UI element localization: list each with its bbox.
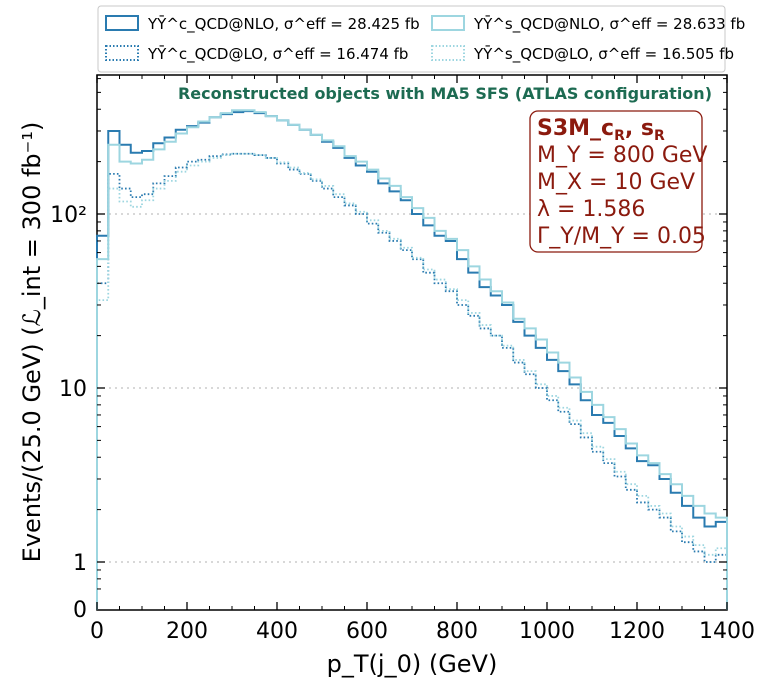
x-axis-title: p_T(j_0) (GeV) — [327, 650, 498, 678]
y-tick-label: 1 — [73, 551, 87, 576]
x-tick-label: 0 — [90, 619, 104, 644]
axis-ticks: 0 200 400 600 800 1000 1200 1400 0 1 10 10² — [50, 75, 755, 644]
info-width-ratio: Γ_Y/M_Y = 0.05 — [537, 224, 706, 249]
y-axis-title: Events/(25.0 GeV) (ℒ_int = 300 fb⁻¹) — [18, 122, 46, 563]
x-tick-label: 600 — [346, 619, 388, 644]
x-tick-label: 1400 — [699, 619, 755, 644]
legend-label-c-lo: YȲ^c_QCD@LO, σ^eff = 16.474 fb — [147, 45, 408, 64]
x-tick-label: 1200 — [609, 619, 665, 644]
model-info-box: S3M_cR, sR M_Y = 800 GeV M_X = 10 GeV λ … — [529, 110, 707, 253]
legend-label-s-nlo: YȲ^s_QCD@NLO, σ^eff = 28.633 fb — [473, 15, 745, 34]
legend-label-c-nlo: YȲ^c_QCD@NLO, σ^eff = 28.425 fb — [147, 15, 420, 34]
legend-swatch-s-nlo — [431, 15, 465, 31]
legend-label-s-lo: YȲ^s_QCD@LO, σ^eff = 16.505 fb — [473, 45, 734, 64]
info-box-frame — [529, 110, 703, 253]
x-tick-label: 200 — [166, 619, 208, 644]
x-tick-label: 800 — [436, 619, 478, 644]
info-mass-y: M_Y = 800 GeV — [537, 143, 707, 168]
legend-frame — [97, 5, 726, 73]
info-model-name: S3M_cR, sR — [537, 116, 665, 144]
legend-swatch-c-lo — [105, 45, 139, 61]
plot-annotation-title: Reconstructed objects with MA5 SFS (ATLA… — [178, 84, 712, 103]
grid-lines — [97, 213, 727, 563]
legend-swatch-c-nlo — [105, 15, 139, 31]
y-tick-label: 10² — [50, 203, 87, 228]
series-1-step-line — [96, 152, 728, 610]
x-tick-label: 1000 — [519, 619, 575, 644]
series-layer — [96, 109, 728, 610]
y-tick-label: 0 — [73, 598, 87, 623]
legend: YȲ^c_QCD@NLO, σ^eff = 28.425 fb YȲ^c_QCD… — [97, 5, 745, 73]
legend-swatch-s-lo — [431, 45, 465, 61]
info-mass-x: M_X = 10 GeV — [537, 170, 695, 195]
x-tick-label: 400 — [256, 619, 298, 644]
info-lambda: λ = 1.586 — [537, 197, 645, 222]
y-tick-label: 10 — [59, 377, 87, 402]
series-2-step-line — [96, 109, 728, 610]
